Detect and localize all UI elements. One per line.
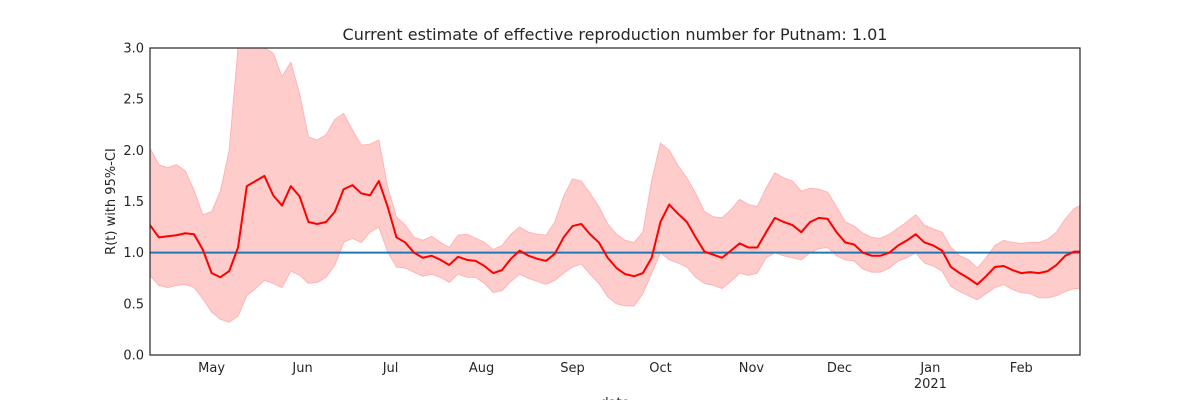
y-tick-label: 3.0 bbox=[123, 42, 144, 57]
x-tick-label: Oct bbox=[649, 361, 671, 376]
rt-estimate-line bbox=[150, 174, 1080, 286]
y-tick-label: 1.0 bbox=[123, 246, 144, 261]
axes: 0.0 0.5 1.0 1.5 2.0 2.5 3.0 May Jun Jul Aug Sep Oct N… bbox=[123, 42, 1081, 392]
confidence-band bbox=[150, 48, 1080, 323]
x-tick-label: Feb bbox=[1010, 361, 1033, 376]
x-tick-label: Jan bbox=[919, 361, 940, 376]
y-tick-label: 2.5 bbox=[123, 93, 144, 108]
y-tick-label: 1.5 bbox=[123, 195, 144, 210]
x-tick-label: Dec bbox=[827, 361, 852, 376]
y-tick-label: 0.0 bbox=[123, 349, 144, 364]
x-tick-label: Jun bbox=[291, 361, 312, 376]
x-tick-label: Nov bbox=[739, 361, 765, 376]
x-tick-label: Sep bbox=[560, 361, 585, 376]
x-tick-sublabel: 2021 bbox=[914, 377, 947, 392]
y-tick-label: 2.0 bbox=[123, 144, 144, 159]
plot-area bbox=[150, 48, 1080, 323]
chart-title: Current estimate of effective reproducti… bbox=[343, 25, 888, 44]
x-tick-label: Jul bbox=[382, 361, 399, 376]
x-tick-label: May bbox=[198, 361, 225, 376]
y-tick-label: 0.5 bbox=[123, 297, 144, 312]
x-tick-label: Aug bbox=[469, 361, 494, 376]
x-axis-label: date bbox=[600, 396, 629, 400]
y-axis-label: R(t) with 95%-CI bbox=[104, 148, 119, 255]
axes-frame bbox=[149, 47, 1081, 356]
